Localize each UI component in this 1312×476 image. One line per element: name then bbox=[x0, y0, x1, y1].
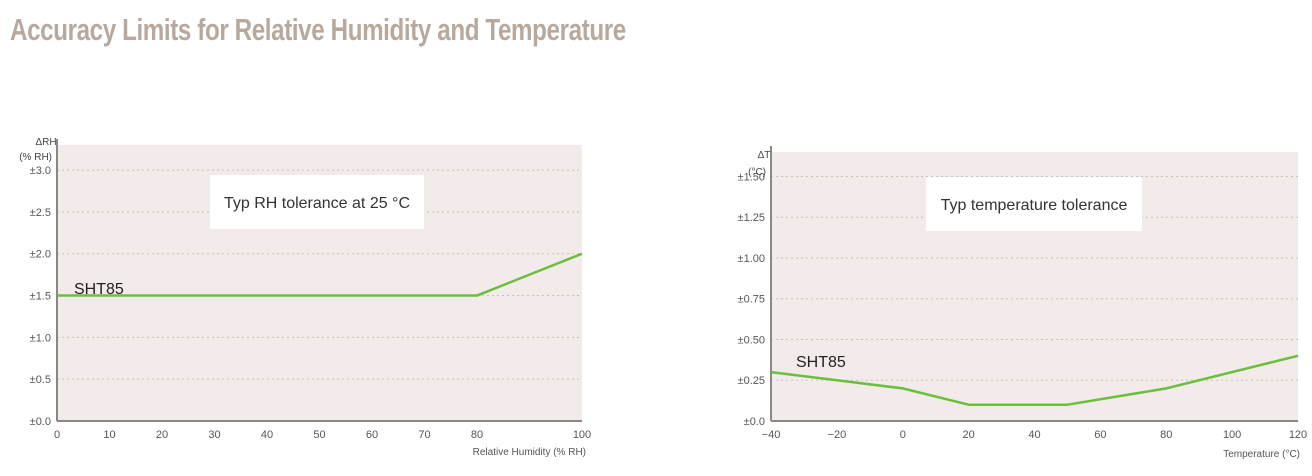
rh-x-tick-label: 80 bbox=[471, 429, 483, 441]
temp-y-tick-label: ±0.75 bbox=[738, 294, 765, 306]
rh-y-tick-label: ±2.0 bbox=[30, 249, 51, 261]
rh-x-tick-label: 40 bbox=[261, 429, 273, 441]
rh-y-axis-unit: (% RH) bbox=[19, 152, 52, 163]
rh-annotation: Typ RH tolerance at 25 °C bbox=[224, 195, 410, 212]
temp-y-tick-label: ±1.00 bbox=[738, 253, 765, 265]
temp-x-tick-label: −40 bbox=[762, 429, 781, 441]
temp-y-axis-label: ΔT bbox=[758, 150, 771, 161]
rh-y-tick-label: ±1.5 bbox=[30, 291, 51, 303]
rh-x-tick-label: 100 bbox=[573, 429, 591, 441]
rh-y-tick-label: ±2.5 bbox=[30, 207, 51, 219]
page-title: Accuracy Limits for Relative Humidity an… bbox=[10, 12, 626, 47]
temp-y-tick-label: ±0.50 bbox=[738, 334, 765, 346]
rh-tolerance-chart: ±0.0 ±0.5 ±1.0 ±1.5 ±2.0 ±2.5 ±3.0 0 10 20 30 40 50 6… bbox=[19, 137, 591, 458]
temp-x-tick-label: 120 bbox=[1289, 429, 1307, 441]
rh-x-tick-label: 60 bbox=[366, 429, 378, 441]
temp-y-tick-label: ±0.25 bbox=[738, 375, 765, 387]
temp-y-axis-unit: (°C) bbox=[748, 167, 766, 178]
rh-x-tick-label: 10 bbox=[103, 429, 115, 441]
temp-x-tick-label: 0 bbox=[900, 429, 906, 441]
temp-x-tick-label: 40 bbox=[1028, 429, 1040, 441]
rh-x-tick-label: 0 bbox=[54, 429, 60, 441]
rh-y-tick-label: ±0.0 bbox=[30, 416, 51, 428]
rh-y-tick-label: ±0.5 bbox=[30, 374, 51, 386]
temp-x-tick-label: 100 bbox=[1223, 429, 1241, 441]
temp-x-tick-label: 20 bbox=[963, 429, 975, 441]
temp-annotation: Typ temperature tolerance bbox=[941, 197, 1128, 214]
temp-series-line bbox=[770, 354, 1299, 406]
temp-x-tick-label: 60 bbox=[1094, 429, 1106, 441]
rh-x-tick-label: 50 bbox=[313, 429, 325, 441]
rh-x-tick-label: 70 bbox=[418, 429, 430, 441]
rh-y-axis-label: ΔRH bbox=[35, 137, 56, 148]
rh-x-axis-label: Relative Humidity (% RH) bbox=[473, 447, 586, 458]
temp-y-tick-label: ±1.25 bbox=[738, 212, 765, 224]
temp-x-tick-label: −20 bbox=[828, 429, 847, 441]
rh-annotation-box bbox=[210, 175, 424, 229]
temp-y-tick-label: ±1.50 bbox=[738, 171, 765, 183]
rh-x-tick-label: 30 bbox=[208, 429, 220, 441]
temp-annotation-box bbox=[926, 177, 1142, 231]
temp-x-axis-label: Temperature (°C) bbox=[1223, 449, 1300, 460]
rh-y-tick-label: ±3.0 bbox=[30, 165, 51, 177]
temp-series-label: SHT85 bbox=[796, 354, 846, 371]
temperature-tolerance-chart: ±0.0 ±0.25 ±0.50 ±0.75 ±1.00 ±1.25 ±1.50 −40 −20… bbox=[738, 146, 1307, 460]
rh-series-line bbox=[57, 252, 583, 297]
rh-x-tick-label: 20 bbox=[156, 429, 168, 441]
rh-series-label: SHT85 bbox=[74, 281, 124, 298]
temp-x-tick-label: 80 bbox=[1160, 429, 1172, 441]
temp-y-tick-label: ±0.0 bbox=[744, 416, 765, 428]
rh-y-tick-label: ±1.0 bbox=[30, 332, 51, 344]
